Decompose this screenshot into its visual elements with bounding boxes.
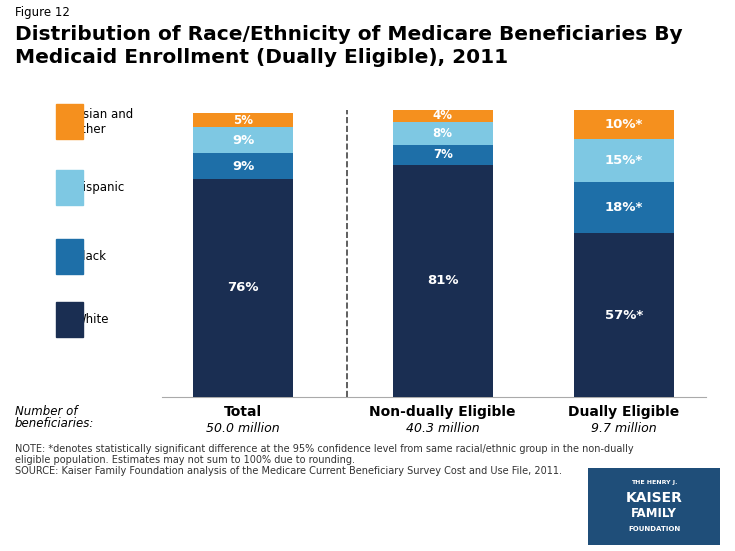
Text: beneficiaries:: beneficiaries: [15,417,94,430]
Bar [392,144,492,165]
Text: 9.7 million: 9.7 million [591,422,657,435]
Bar [193,179,293,397]
Text: 8%: 8% [433,127,453,139]
Text: 9%: 9% [232,160,254,172]
Text: 18%*: 18%* [605,201,643,214]
Bar [193,113,293,127]
Text: FAMILY: FAMILY [631,506,677,520]
Text: Hispanic: Hispanic [75,181,125,194]
Text: 40.3 million: 40.3 million [406,422,479,435]
Bar [574,110,674,139]
Text: 50.0 million: 50.0 million [207,422,280,435]
Bar [574,182,674,234]
Text: White: White [75,313,110,326]
Text: 15%*: 15%* [605,154,643,167]
Text: NOTE: *denotes statistically significant difference at the 95% confidence level : NOTE: *denotes statistically significant… [15,444,634,453]
Text: eligible population. Estimates may not sum to 100% due to rounding.: eligible population. Estimates may not s… [15,455,355,464]
Text: Total: Total [224,405,262,419]
Text: KAISER: KAISER [625,490,683,505]
FancyBboxPatch shape [56,239,83,273]
Text: THE HENRY J.: THE HENRY J. [631,480,678,485]
Text: Dually Eligible: Dually Eligible [568,405,680,419]
Bar [574,234,674,397]
Bar [392,110,492,122]
Bar [392,122,492,144]
Text: Number of: Number of [15,405,77,418]
Text: 5%: 5% [233,114,254,127]
Text: SOURCE: Kaiser Family Foundation analysis of the Medicare Current Beneficiary Su: SOURCE: Kaiser Family Foundation analysi… [15,466,562,476]
FancyBboxPatch shape [56,105,83,139]
Text: 57%*: 57%* [605,309,643,322]
Bar [193,127,293,153]
FancyBboxPatch shape [56,302,83,337]
Text: 10%*: 10%* [605,118,643,131]
Text: 81%: 81% [427,274,459,287]
Text: Distribution of Race/Ethnicity of Medicare Beneficiaries By
Medicaid Enrollment : Distribution of Race/Ethnicity of Medica… [15,25,682,67]
Text: 7%: 7% [433,148,453,161]
Bar [392,165,492,397]
Text: Non-dually Eligible: Non-dually Eligible [370,405,516,419]
Bar [193,153,293,179]
FancyBboxPatch shape [56,170,83,205]
Text: Black: Black [75,250,107,263]
Text: Figure 12: Figure 12 [15,6,70,19]
Text: 9%: 9% [232,134,254,147]
Text: FOUNDATION: FOUNDATION [628,526,681,532]
Text: 4%: 4% [433,110,453,122]
Bar [574,139,674,182]
Text: Asian and
other: Asian and other [75,107,133,136]
Text: 76%: 76% [228,282,259,294]
